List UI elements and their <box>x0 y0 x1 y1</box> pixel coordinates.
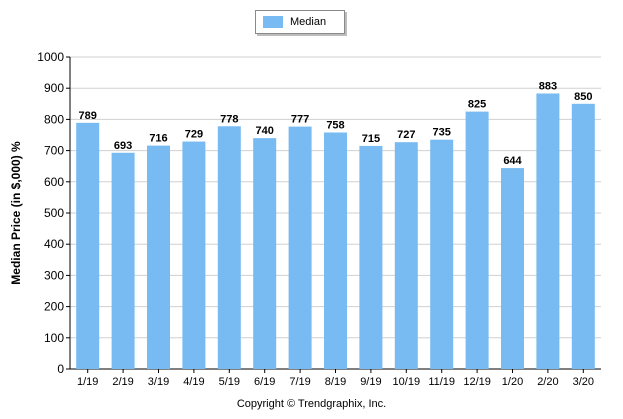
data-label: 644 <box>503 155 522 167</box>
y-tick-label: 700 <box>44 144 64 158</box>
y-axis-title: Median Price (in $,000) % <box>9 141 23 285</box>
bar-3-20 <box>571 103 595 370</box>
y-tick-label: 200 <box>44 300 64 314</box>
x-tick-label: 1/20 <box>502 376 523 388</box>
bar-1-20 <box>500 168 525 369</box>
data-label: 740 <box>256 125 274 137</box>
x-tick-label: 2/19 <box>112 376 133 388</box>
data-label: 729 <box>185 129 203 141</box>
chart-legend: Median <box>255 10 345 34</box>
bar-1-19 <box>76 122 100 369</box>
x-tick-label: 9/19 <box>360 376 381 388</box>
bar-5-19 <box>217 126 241 369</box>
bar-6-19 <box>253 138 277 369</box>
y-tick-label: 900 <box>44 81 64 95</box>
bar-7-19 <box>288 126 312 370</box>
data-label: 727 <box>397 129 415 141</box>
y-tick-label: 400 <box>44 237 64 251</box>
data-label: 825 <box>468 99 486 111</box>
bar-2-19 <box>111 152 135 369</box>
y-tick-label: 0 <box>57 362 64 376</box>
x-tick-label: 1/19 <box>77 376 98 388</box>
y-tick-label: 500 <box>44 206 64 220</box>
data-label: 883 <box>539 81 557 93</box>
x-tick-label: 8/19 <box>325 376 346 388</box>
bar-chart: 0 100 200 300 400 500 600 700 800 900 1000 Median P… <box>9 50 601 388</box>
bar-2-20 <box>536 93 560 369</box>
bar-3-19 <box>146 145 171 369</box>
x-tick-label: 7/19 <box>289 376 310 388</box>
bar-12-19 <box>465 111 489 369</box>
x-tick-label: 3/19 <box>148 376 169 388</box>
y-tick-label: 800 <box>44 112 64 126</box>
x-tick-label: 10/19 <box>393 376 421 388</box>
data-label: 789 <box>79 110 97 122</box>
data-label: 758 <box>326 120 344 132</box>
x-tick-label: 6/19 <box>254 376 275 388</box>
legend-swatch <box>263 16 283 28</box>
x-tick-label: 11/19 <box>428 376 455 388</box>
data-label: 777 <box>291 114 309 126</box>
x-tick-label: 4/19 <box>183 376 204 388</box>
bar-11-19 <box>430 139 454 369</box>
x-tick-label: 12/19 <box>463 376 491 388</box>
data-label: 850 <box>574 91 592 103</box>
bar-4-19 <box>182 141 206 369</box>
y-tick-label: 600 <box>44 175 64 189</box>
y-tick-label: 1000 <box>37 50 64 64</box>
x-tick-label: 5/19 <box>219 376 240 388</box>
y-tick-label: 100 <box>44 331 64 345</box>
bar-8-19 <box>323 132 348 369</box>
legend-label: Median <box>290 16 327 28</box>
x-tick-label: 3/20 <box>573 376 594 388</box>
data-label: 715 <box>362 133 380 145</box>
bar-9-19 <box>359 145 383 369</box>
data-label: 693 <box>114 140 132 152</box>
data-label: 716 <box>149 133 167 145</box>
data-label: 735 <box>433 127 451 139</box>
x-tick-label: 2/20 <box>537 376 558 388</box>
copyright-text: Copyright © Trendgraphix, Inc. <box>236 398 387 410</box>
bar-10-19 <box>394 142 418 369</box>
data-label: 778 <box>220 113 238 125</box>
y-tick-label: 300 <box>44 268 64 282</box>
